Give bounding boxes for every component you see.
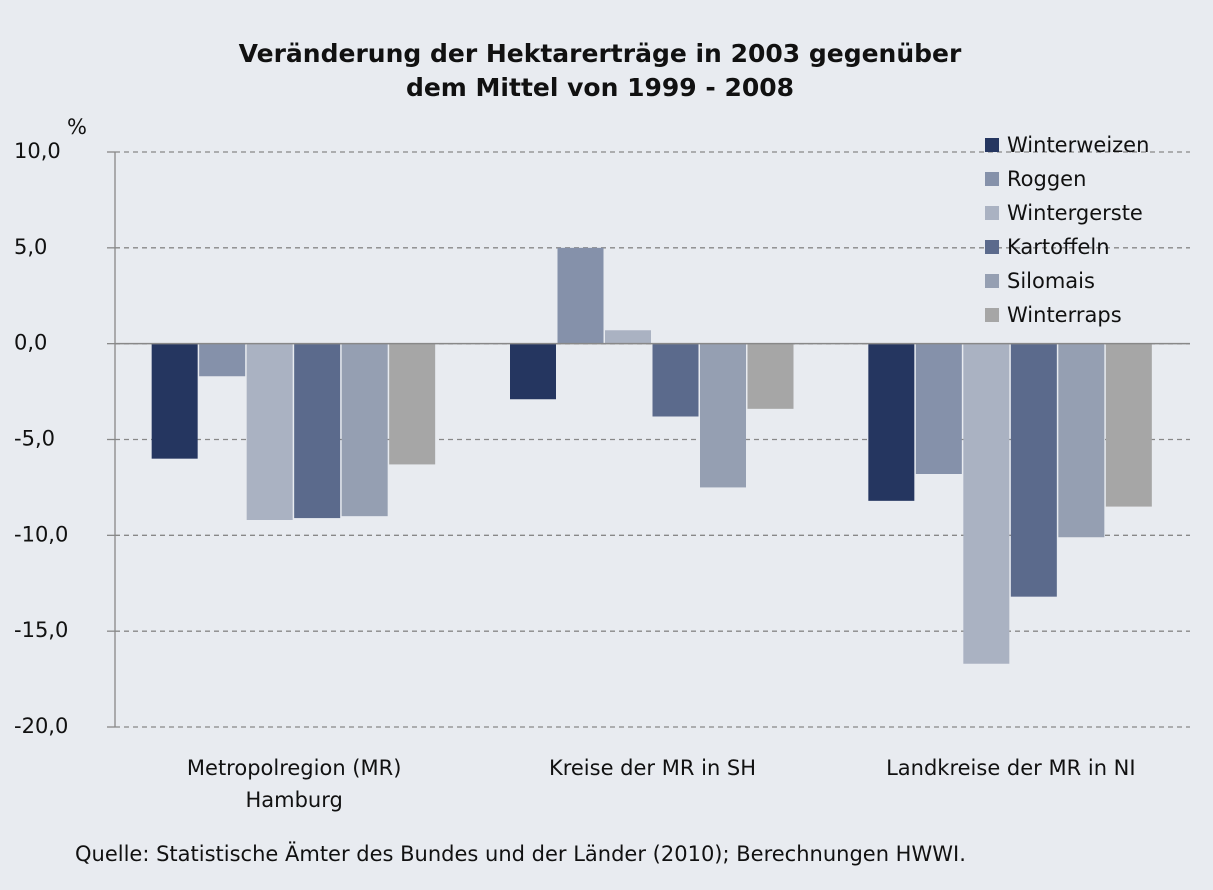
x-tick-label: Landkreise der MR in NI <box>886 756 1136 780</box>
bar <box>652 343 699 417</box>
legend-swatch <box>985 274 999 288</box>
x-tick-label: Kreise der MR in SH <box>548 756 757 780</box>
y-tick-label: 0,0 <box>14 331 47 355</box>
bar <box>246 343 293 520</box>
legend-swatch <box>985 308 999 322</box>
bar <box>1010 343 1057 597</box>
source: Quelle: Statistische Ämter des Bundes un… <box>75 841 966 866</box>
legend-swatch <box>985 206 999 220</box>
bar <box>605 330 651 344</box>
legend-label: Silomais <box>1007 269 1095 293</box>
bar <box>510 343 556 400</box>
bar <box>294 343 341 519</box>
bar <box>151 343 198 459</box>
y-tick-label: -20,0 <box>14 714 68 738</box>
legend-swatch <box>985 138 999 152</box>
bar <box>557 247 604 344</box>
bar <box>199 343 246 377</box>
legend-swatch <box>985 172 999 186</box>
bar <box>1058 343 1105 538</box>
bar <box>389 343 436 465</box>
bar <box>868 343 915 501</box>
y-axis-label: % <box>67 115 87 139</box>
y-tick-label: 5,0 <box>14 235 47 259</box>
bar <box>341 343 388 517</box>
y-tick-label: -5,0 <box>14 427 55 451</box>
x-tick-label: Metropolregion (MR) Hamburg <box>186 756 402 812</box>
bar <box>915 343 962 474</box>
bar <box>747 343 794 409</box>
legend-label: Winterweizen <box>1007 133 1149 157</box>
y-tick-label: -10,0 <box>14 522 68 546</box>
legend-label: Winterraps <box>1007 303 1122 327</box>
chart-title: dem Mittel von 1999 - 2008 <box>406 73 794 102</box>
legend-swatch <box>985 240 999 254</box>
bar <box>963 343 1010 664</box>
legend-label: Kartoffeln <box>1007 235 1110 259</box>
legend-label: Wintergerste <box>1007 201 1143 225</box>
legend-label: Roggen <box>1007 167 1086 191</box>
y-tick-label: 10,0 <box>14 139 61 163</box>
bar <box>700 343 746 488</box>
chart-title: Veränderung der Hektarerträge in 2003 ge… <box>239 39 962 68</box>
y-tick-label: -15,0 <box>14 618 68 642</box>
bar <box>1105 343 1152 507</box>
